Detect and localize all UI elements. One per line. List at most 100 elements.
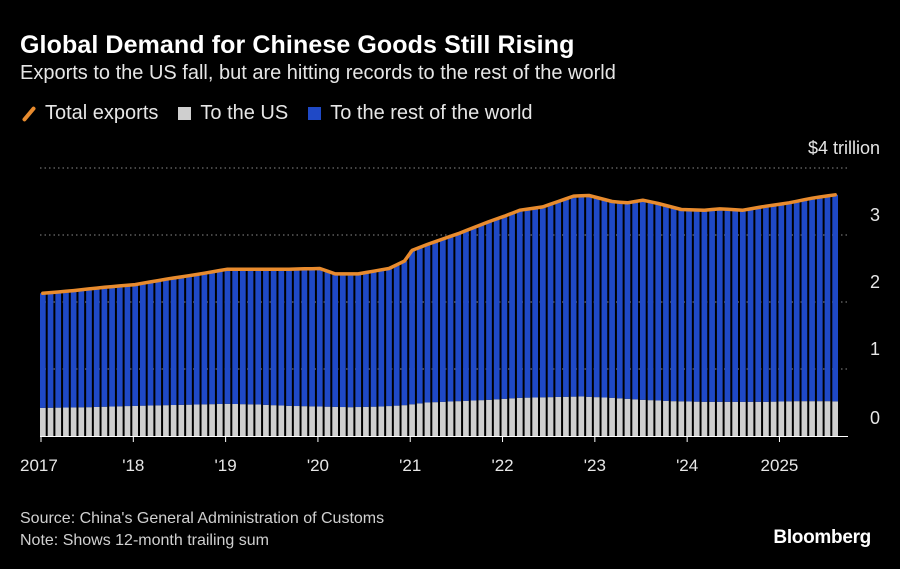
bar-us	[332, 406, 338, 436]
bar-rest-of-world	[724, 209, 731, 402]
bar-us	[624, 398, 631, 436]
bar-rest-of-world	[370, 271, 377, 407]
bar-rest-of-world	[686, 209, 692, 402]
bar-us	[501, 398, 508, 436]
bar-us	[263, 404, 269, 436]
bar-us	[655, 400, 662, 436]
y-tick-label: 1	[870, 339, 880, 359]
chart-title: Global Demand for Chinese Goods Still Ri…	[20, 31, 575, 59]
bar-rest-of-world	[309, 268, 315, 407]
bar-rest-of-world	[70, 290, 77, 408]
bar-us	[155, 405, 162, 436]
bar-rest-of-world	[147, 281, 154, 406]
bar-us	[540, 397, 546, 436]
bar-us	[709, 401, 715, 436]
legend-label-total: Total exports	[45, 102, 159, 124]
bar-rest-of-world	[355, 273, 362, 408]
bar-rest-of-world	[647, 201, 654, 401]
bar-us	[493, 399, 500, 436]
bar-rest-of-world	[124, 285, 131, 407]
bar-us	[109, 406, 115, 436]
bar-us	[47, 407, 54, 436]
bar-us	[763, 401, 769, 436]
bar-rest-of-world	[532, 207, 538, 398]
x-tick-label: '22	[491, 456, 513, 475]
bar-rest-of-world	[286, 269, 292, 406]
bar-rest-of-world	[632, 201, 638, 400]
bar-rest-of-world	[578, 195, 585, 397]
bar-us	[740, 401, 746, 436]
bar-rest-of-world	[786, 202, 792, 402]
bar-us	[240, 404, 246, 436]
bar-us	[455, 401, 462, 436]
bar-us	[401, 405, 408, 436]
bar-us	[447, 401, 454, 436]
bar-us	[732, 401, 738, 436]
bar-rest-of-world	[401, 261, 408, 406]
bar-us	[232, 404, 238, 436]
bar-rest-of-world	[393, 264, 400, 406]
bar-rest-of-world	[709, 209, 715, 402]
bar-rest-of-world	[470, 227, 477, 401]
bar-rest-of-world	[63, 291, 69, 408]
footnote: Note: Shows 12-month trailing sum	[20, 532, 269, 549]
bar-rest-of-world	[255, 269, 262, 405]
bar-us	[747, 401, 754, 436]
bar-rest-of-world	[640, 200, 646, 400]
bar-rest-of-world	[440, 239, 446, 402]
bar-rest-of-world	[501, 216, 508, 399]
bar-rest-of-world	[601, 199, 608, 398]
bar-us	[255, 404, 262, 436]
bar-rest-of-world	[740, 210, 746, 402]
bar-rest-of-world	[101, 287, 108, 407]
legend-item-row: To the rest of the world	[308, 102, 533, 125]
bar-us	[55, 407, 62, 436]
legend: Total exports To the US To the rest of t…	[20, 102, 553, 125]
bar-us	[40, 407, 46, 436]
bar-rest-of-world	[201, 273, 208, 405]
bar-rest-of-world	[778, 203, 785, 402]
chart-subtitle: Exports to the US fall, but are hitting …	[20, 62, 616, 84]
bar-rest-of-world	[732, 209, 738, 402]
bar-rest-of-world	[816, 197, 823, 402]
legend-item-us: To the US	[178, 102, 288, 125]
bar-us	[101, 406, 108, 436]
bar-rest-of-world	[178, 276, 185, 405]
bar-us	[316, 406, 323, 436]
bar-rest-of-world	[540, 206, 546, 398]
bar-rest-of-world	[301, 268, 308, 407]
bar-rest-of-world	[655, 203, 662, 401]
bar-us	[509, 398, 515, 436]
legend-label-row: To the rest of the world	[330, 102, 533, 124]
bar-us	[324, 406, 331, 436]
x-tick-label: '20	[307, 456, 329, 475]
bar-us	[363, 406, 369, 436]
source-note: Source: China's General Administration o…	[20, 510, 385, 527]
bar-us	[409, 404, 415, 436]
bar-us	[670, 401, 677, 436]
bar-us	[755, 401, 762, 436]
bar-us	[393, 405, 400, 436]
bar-rest-of-world	[47, 292, 54, 408]
bar-us	[347, 407, 354, 436]
bar-us	[147, 405, 154, 436]
bar-us	[593, 397, 600, 436]
x-tick-label: '19	[215, 456, 237, 475]
bar-rest-of-world	[170, 278, 177, 406]
bar-us	[470, 400, 477, 436]
bar-us	[586, 396, 592, 436]
bar-rest-of-world	[493, 218, 500, 400]
x-tick-label: 2025	[761, 456, 799, 475]
bar-us	[701, 401, 708, 436]
bar-us	[663, 400, 669, 436]
bar-rest-of-world	[424, 244, 431, 403]
bar-us	[801, 401, 808, 436]
bar-us	[370, 406, 377, 436]
bar-rest-of-world	[693, 209, 700, 402]
bar-rest-of-world	[86, 288, 92, 408]
bar-rest-of-world	[447, 236, 454, 402]
bar-us	[309, 406, 315, 436]
bar-us	[693, 401, 700, 436]
bar-us	[463, 400, 469, 436]
bar-us	[686, 401, 692, 436]
